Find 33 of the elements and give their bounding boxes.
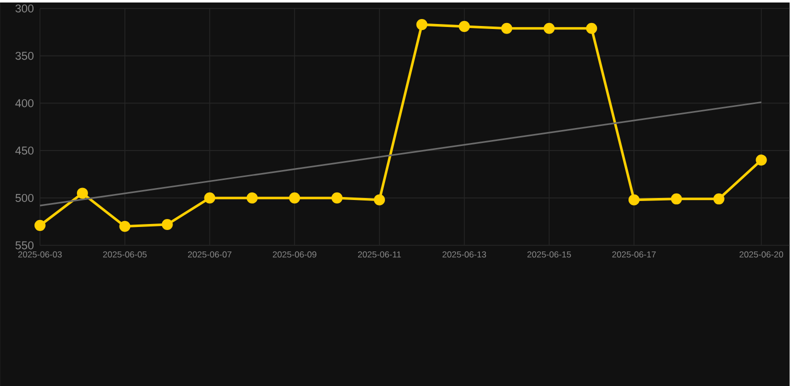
y-tick-label: 300	[15, 4, 34, 12]
x-tick-label: 2025-06-09	[272, 251, 316, 258]
y-tick-label: 350	[15, 52, 34, 60]
point	[204, 192, 216, 204]
point	[628, 194, 640, 206]
x-tick-label: 2025-06-15	[527, 251, 571, 258]
x-tick-label: 2025-06-20	[740, 251, 784, 258]
point	[331, 192, 343, 204]
point	[34, 220, 46, 231]
x-tick-label: 2025-06-07	[188, 251, 232, 258]
x-tick-label: 2025-06-17	[612, 251, 656, 258]
point	[289, 192, 300, 204]
point	[458, 20, 470, 32]
point	[76, 188, 88, 199]
point	[246, 192, 258, 204]
y-tick-label: 400	[15, 99, 34, 108]
x-tick-label: 2025-06-13	[442, 251, 486, 258]
point	[756, 154, 767, 166]
point	[374, 194, 385, 206]
point	[162, 218, 173, 230]
x-tick-label: 2025-06-11	[358, 251, 401, 258]
y-tick-label: 450	[15, 146, 34, 154]
point	[713, 193, 724, 204]
point	[670, 193, 682, 204]
x-tick-label: 2025-06-05	[103, 251, 147, 258]
point	[416, 18, 428, 30]
x-tick-label: 2025-06-03	[18, 251, 62, 258]
y-tick-label: 500	[16, 194, 34, 202]
point	[544, 22, 555, 34]
point	[586, 22, 598, 34]
point	[501, 22, 512, 34]
y-tick-label: 550	[16, 241, 34, 250]
point	[119, 220, 130, 232]
